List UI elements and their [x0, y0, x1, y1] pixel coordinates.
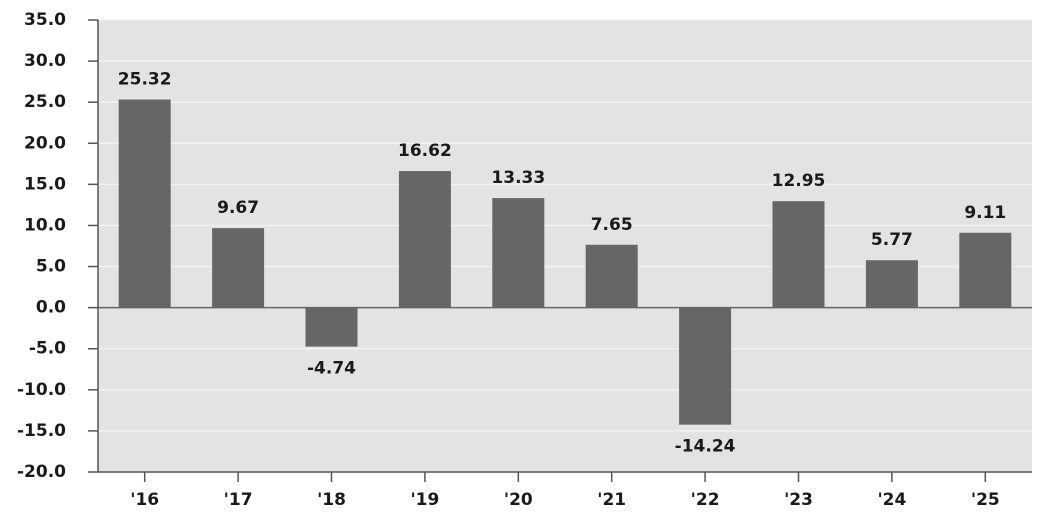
x-tick-label: '19: [410, 490, 439, 510]
y-tick-label: -10.0: [17, 380, 66, 400]
bar: [398, 171, 451, 308]
y-tick-label: -15.0: [17, 421, 66, 441]
x-tick-label: '23: [784, 490, 813, 510]
data-label: 9.11: [964, 203, 1006, 223]
y-tick-label: 30.0: [24, 51, 66, 71]
data-label: 7.65: [591, 215, 633, 235]
x-tick-label: '20: [504, 490, 533, 510]
y-tick-label: 20.0: [24, 133, 66, 153]
bar: [118, 99, 171, 308]
bar: [679, 307, 732, 425]
x-tick-label: '21: [597, 490, 626, 510]
y-tick-label: 0.0: [36, 298, 66, 318]
x-tick-label: '24: [877, 490, 906, 510]
y-tick-label: -20.0: [17, 462, 66, 482]
data-label: 5.77: [871, 230, 913, 250]
data-label: 13.33: [491, 168, 545, 188]
x-tick-label: '18: [317, 490, 346, 510]
bar: [492, 198, 545, 308]
y-tick-label: 5.0: [36, 257, 66, 277]
bar: [959, 232, 1012, 308]
x-tick-label: '17: [224, 490, 253, 510]
y-tick-label: 25.0: [24, 92, 66, 112]
data-label: 12.95: [772, 171, 826, 191]
bar: [865, 260, 918, 308]
bar: [305, 307, 358, 347]
y-tick-label: 10.0: [24, 215, 66, 235]
data-label: 16.62: [398, 141, 452, 161]
data-label: -4.74: [307, 359, 356, 379]
data-label: 25.32: [118, 70, 172, 90]
x-tick-label: '16: [130, 490, 159, 510]
bar: [212, 228, 265, 308]
x-tick-label: '22: [691, 490, 720, 510]
data-label: 9.67: [217, 198, 259, 218]
data-label: -14.24: [675, 437, 736, 457]
y-tick-label: 35.0: [24, 10, 66, 30]
y-tick-label: 15.0: [24, 174, 66, 194]
x-tick-label: '25: [971, 490, 1000, 510]
y-tick-label: -5.0: [29, 339, 66, 359]
bar: [585, 244, 638, 308]
bar: [772, 201, 825, 308]
